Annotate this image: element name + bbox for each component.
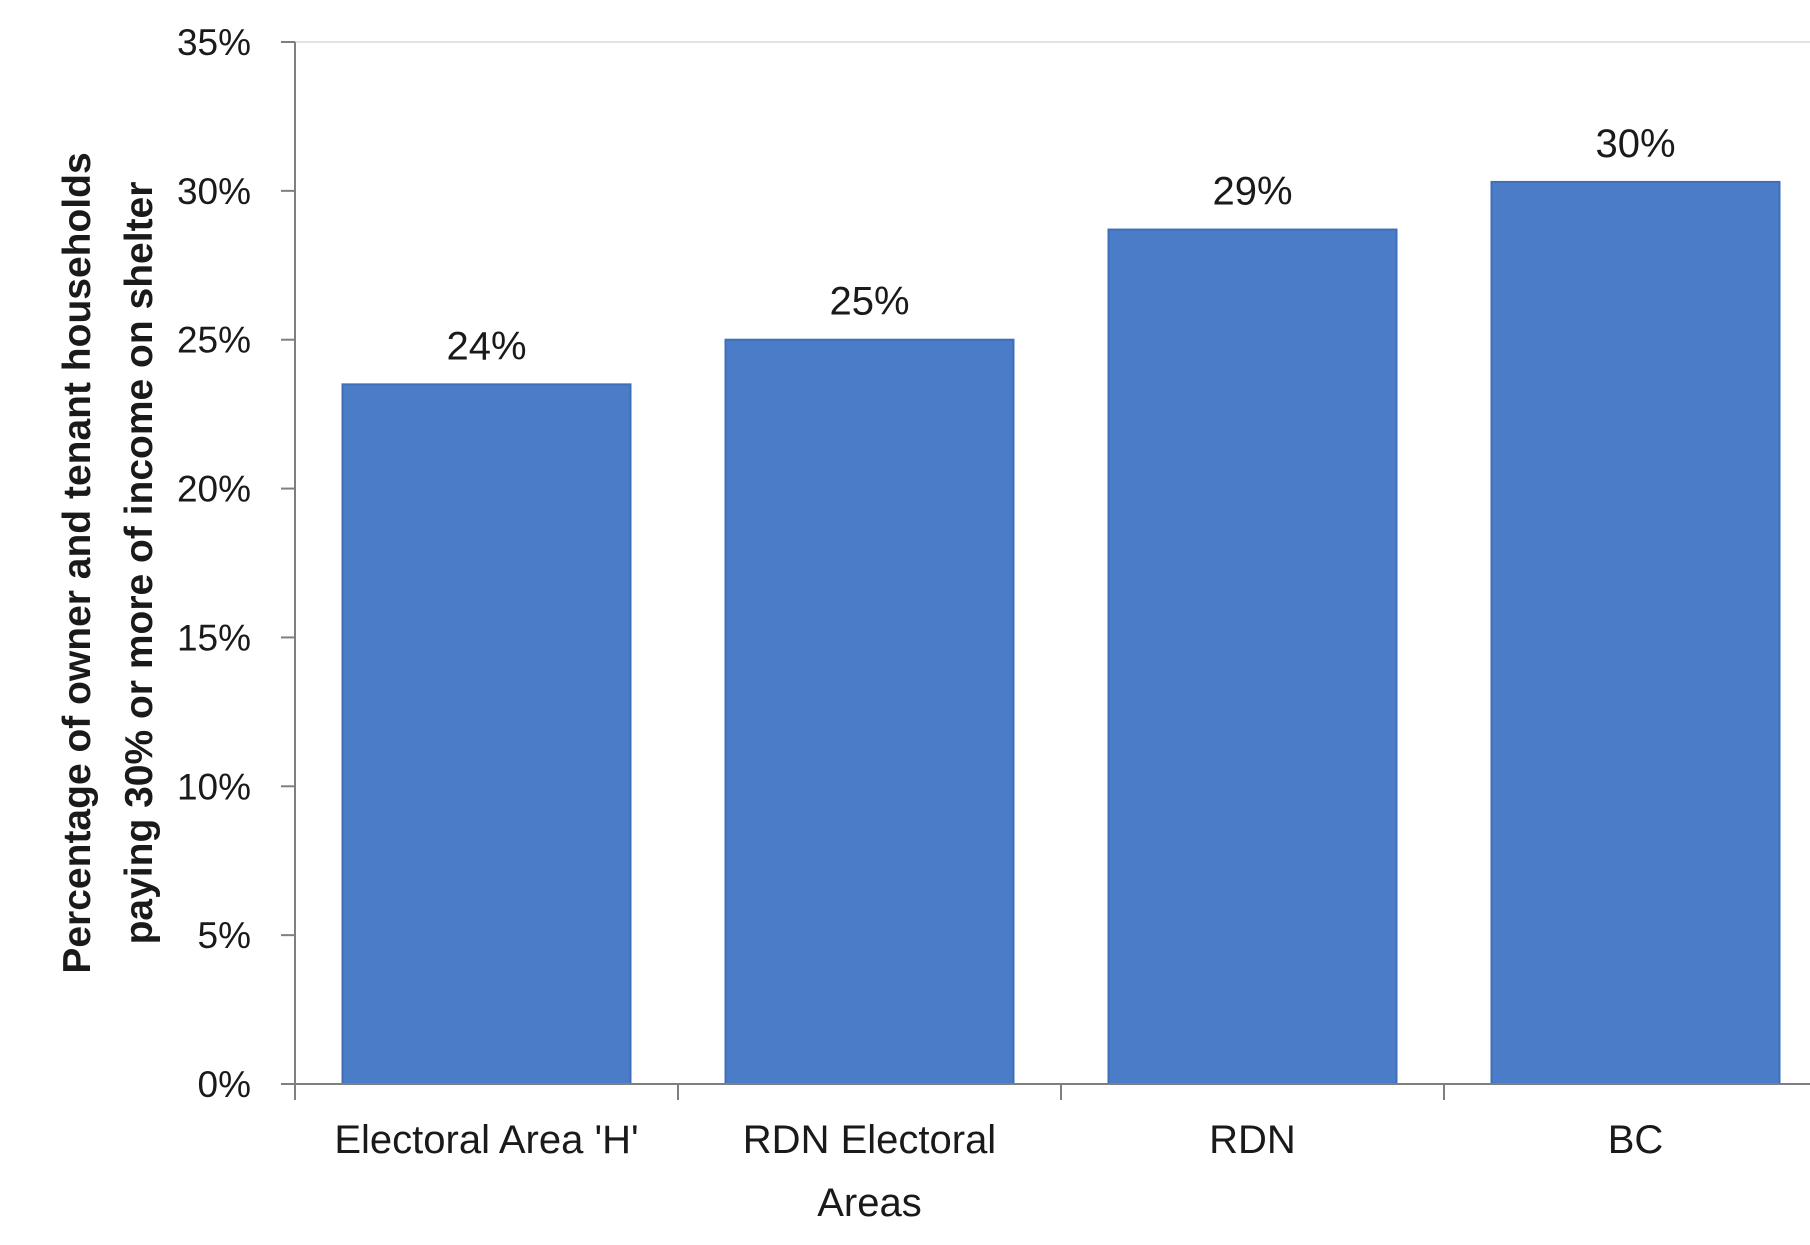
- y-tick-label-6: 30%: [177, 171, 251, 212]
- bar-3: [1490, 180, 1781, 1085]
- x-tick-label-0: Electoral Area 'H': [334, 1118, 638, 1162]
- data-label-0: 24%: [446, 324, 526, 368]
- y-axis-label-line-0: Percentage of owner and tenant household…: [56, 152, 99, 973]
- x-tick-label-1: RDN Electoral Areas: [743, 1118, 996, 1225]
- y-tick-label-7: 35%: [177, 22, 251, 63]
- y-tick-label-2: 10%: [177, 766, 251, 807]
- bar-2: [1107, 228, 1398, 1085]
- bars-group: [341, 180, 1781, 1086]
- y-tick-label-3: 15%: [177, 617, 251, 658]
- data-labels-group: 24% 25% 29% 30%: [446, 122, 1675, 368]
- y-tick-label-4: 20%: [177, 469, 251, 510]
- y-axis-label-line-1: paying 30% or more of income on shelter: [118, 182, 161, 945]
- data-label-3: 30%: [1595, 122, 1675, 166]
- y-axis-label-group: Percentage of owner and tenant household…: [56, 152, 161, 973]
- y-tick-label-1: 5%: [198, 915, 251, 956]
- x-axis: Electoral Area 'H' RDN Electoral Areas RDN B…: [294, 1083, 1810, 1225]
- data-label-1: 25%: [829, 280, 909, 324]
- y-axis: 0% 5% 10% 15% 20% 25% 30% 35%: [177, 22, 296, 1105]
- bar-0: [341, 383, 632, 1086]
- bar-1: [724, 338, 1015, 1085]
- x-tick-label-2: RDN: [1209, 1118, 1296, 1162]
- x-tick-label-3: BC: [1608, 1118, 1664, 1162]
- y-tick-label-0: 0%: [198, 1064, 251, 1105]
- data-label-2: 29%: [1212, 170, 1292, 214]
- y-tick-label-5: 25%: [177, 320, 251, 361]
